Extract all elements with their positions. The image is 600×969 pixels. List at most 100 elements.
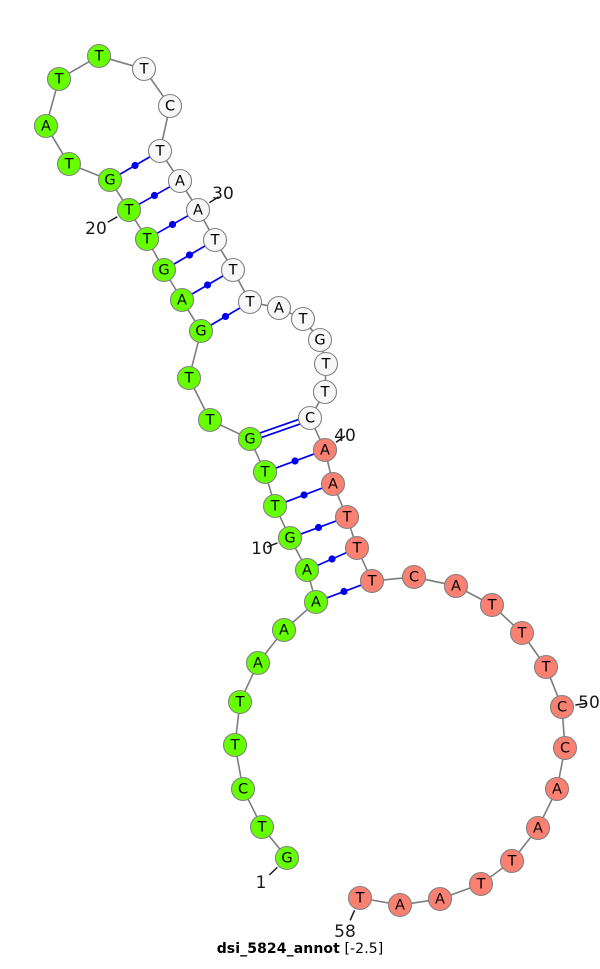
nucleotide-circle[interactable] [266,295,292,321]
nucleotide-57[interactable]: A [387,892,413,918]
nucleotide-circle[interactable] [245,650,271,676]
nucleotide-circle[interactable] [297,405,323,431]
nucleotide-17[interactable]: A [169,287,195,313]
nucleotide-circle[interactable] [549,694,575,720]
nucleotide-39[interactable]: C [297,405,323,431]
nucleotide-45[interactable]: C [401,564,427,590]
nucleotide-46[interactable]: A [443,573,469,599]
nucleotide-15[interactable]: T [176,365,202,391]
nucleotide-circle[interactable] [307,327,333,353]
nucleotide-6[interactable]: A [245,650,271,676]
nucleotide-circle[interactable] [176,365,202,391]
nucleotide-circle[interactable] [533,654,559,680]
nucleotide-circle[interactable] [169,287,195,313]
nucleotide-36[interactable]: G [307,327,333,353]
nucleotide-48[interactable]: T [509,620,535,646]
nucleotide-circle[interactable] [401,564,427,590]
nucleotide-circle[interactable] [509,620,535,646]
nucleotide-35[interactable]: T [290,306,316,332]
nucleotide-13[interactable]: G [237,426,263,452]
nucleotide-47[interactable]: T [479,592,505,618]
nucleotide-41[interactable]: A [320,471,346,497]
nucleotide-20[interactable]: T [116,197,142,223]
nucleotide-circle[interactable] [33,113,59,139]
nucleotide-27[interactable]: C [157,93,183,119]
nucleotide-29[interactable]: A [167,168,193,194]
nucleotide-circle[interactable] [237,289,263,315]
nucleotide-circle[interactable] [552,735,578,761]
nucleotide-14[interactable]: T [197,407,223,433]
nucleotide-32[interactable]: T [220,257,246,283]
nucleotide-58[interactable]: T [347,885,373,911]
nucleotide-circle[interactable] [97,167,123,193]
nucleotide-circle[interactable] [202,227,228,253]
nucleotide-56[interactable]: A [427,886,453,912]
nucleotide-circle[interactable] [262,493,288,519]
nucleotide-8[interactable]: A [303,589,329,615]
nucleotide-circle[interactable] [237,426,263,452]
nucleotide-circle[interactable] [151,257,177,283]
nucleotide-43[interactable]: T [344,535,370,561]
nucleotide-22[interactable]: T [56,151,82,177]
nucleotide-38[interactable]: T [312,379,338,405]
nucleotide-circle[interactable] [86,43,112,69]
nucleotide-circle[interactable] [347,885,373,911]
nucleotide-16[interactable]: G [188,318,214,344]
nucleotide-circle[interactable] [249,814,275,840]
nucleotide-55[interactable]: T [468,871,494,897]
nucleotide-circle[interactable] [56,151,82,177]
nucleotide-circle[interactable] [344,535,370,561]
nucleotide-5[interactable]: T [227,689,253,715]
nucleotide-54[interactable]: T [499,848,525,874]
nucleotide-18[interactable]: G [151,257,177,283]
nucleotide-circle[interactable] [312,437,338,463]
nucleotide-circle[interactable] [271,617,297,643]
nucleotide-10[interactable]: G [277,525,303,551]
nucleotide-21[interactable]: G [97,167,123,193]
nucleotide-9[interactable]: A [294,557,320,583]
nucleotide-23[interactable]: A [33,113,59,139]
nucleotide-circle[interactable] [220,257,246,283]
nucleotide-circle[interactable] [167,168,193,194]
nucleotide-circle[interactable] [303,589,329,615]
nucleotide-circle[interactable] [185,197,211,223]
nucleotide-circle[interactable] [443,573,469,599]
nucleotide-circle[interactable] [313,351,339,377]
nucleotide-circle[interactable] [46,66,72,92]
nucleotide-circle[interactable] [131,56,157,82]
nucleotide-circle[interactable] [479,592,505,618]
nucleotide-circle[interactable] [499,848,525,874]
nucleotide-34[interactable]: A [266,295,292,321]
nucleotide-circle[interactable] [312,379,338,405]
nucleotide-52[interactable]: A [544,776,570,802]
nucleotide-circle[interactable] [427,886,453,912]
nucleotide-11[interactable]: T [262,493,288,519]
nucleotide-circle[interactable] [294,557,320,583]
nucleotide-30[interactable]: A [185,197,211,223]
nucleotide-33[interactable]: T [237,289,263,315]
nucleotide-circle[interactable] [290,306,316,332]
nucleotide-31[interactable]: T [202,227,228,253]
nucleotide-49[interactable]: T [533,654,559,680]
nucleotide-circle[interactable] [544,776,570,802]
nucleotide-42[interactable]: T [334,504,360,530]
nucleotide-circle[interactable] [197,407,223,433]
nucleotide-circle[interactable] [147,138,173,164]
nucleotide-circle[interactable] [525,815,551,841]
nucleotide-40[interactable]: A [312,437,338,463]
nucleotide-circle[interactable] [157,93,183,119]
nucleotide-circle[interactable] [387,892,413,918]
nucleotide-24[interactable]: T [46,66,72,92]
nucleotide-44[interactable]: T [359,568,385,594]
nucleotide-circle[interactable] [227,689,253,715]
nucleotide-circle[interactable] [277,525,303,551]
nucleotide-7[interactable]: A [271,617,297,643]
nucleotide-circle[interactable] [274,845,300,871]
nucleotide-37[interactable]: T [313,351,339,377]
nucleotide-circle[interactable] [252,459,278,485]
nucleotide-circle[interactable] [359,568,385,594]
nucleotide-circle[interactable] [188,318,214,344]
nucleotide-circle[interactable] [230,776,256,802]
nucleotide-3[interactable]: C [230,776,256,802]
nucleotide-circle[interactable] [222,732,248,758]
